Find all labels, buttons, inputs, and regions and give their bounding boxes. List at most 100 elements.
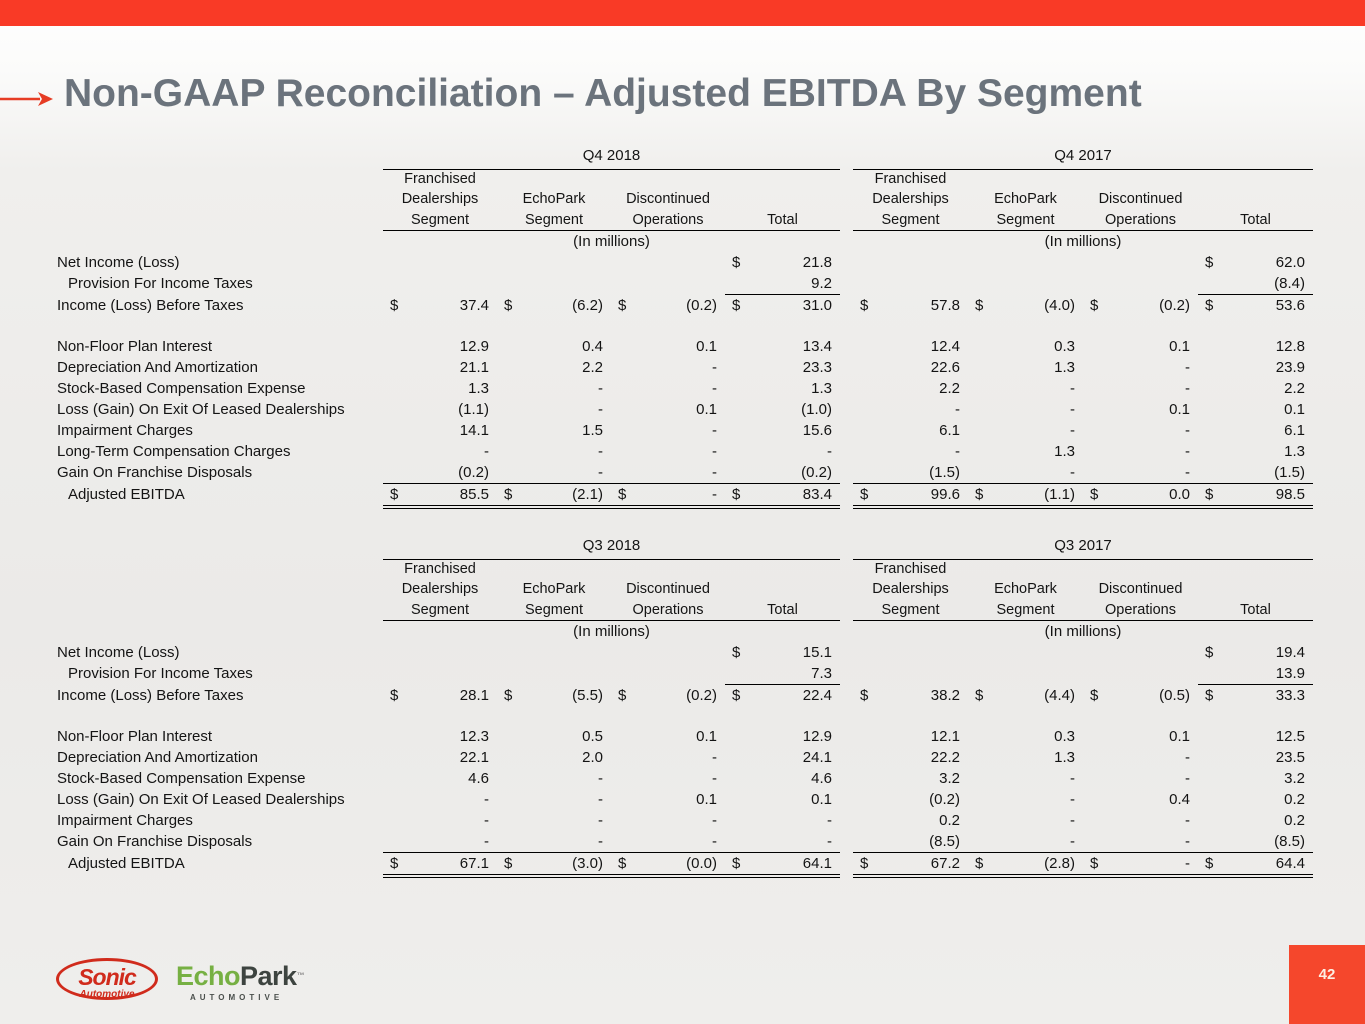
cell-value: (1.5): [929, 464, 960, 481]
cell-value: (0.2): [686, 297, 717, 314]
cell-value: 2.2: [1284, 380, 1305, 397]
table-cell: 0.1: [1198, 399, 1313, 420]
cell-value: -: [484, 812, 489, 829]
table-cell: -: [968, 831, 1083, 853]
column-header: EchoPark Segment: [968, 560, 1083, 621]
column-header: Discontinued Operations: [1083, 560, 1198, 621]
table-cell: $64.4: [1198, 853, 1313, 878]
cell-value: (0.2): [458, 464, 489, 481]
column-gap: [840, 768, 853, 789]
cell-value: -: [1070, 401, 1075, 418]
table-cell: [968, 663, 1083, 684]
table-cell: $ (4.4): [968, 685, 1083, 706]
dollar-sign: $: [1205, 687, 1214, 704]
spacer: [55, 170, 383, 230]
cell-value: 0.1: [696, 791, 717, 808]
dollar-sign: $: [860, 855, 869, 872]
cell-value: 12.9: [802, 728, 832, 745]
millions-note: (In millions): [1044, 233, 1122, 250]
cell-value: 6.1: [939, 422, 960, 439]
column-gap: [840, 663, 853, 684]
table-cell: -: [497, 399, 611, 420]
table-cell: -: [611, 462, 725, 484]
table-cell: 13.9: [1198, 663, 1313, 685]
cell-value: -: [598, 380, 603, 397]
quarter-title: Q4 2017: [853, 145, 1313, 170]
table-cell: $22.4: [725, 685, 840, 706]
cell-value: (0.0): [686, 855, 717, 872]
table-cell: -: [968, 789, 1083, 810]
top-accent-bar: [0, 0, 1365, 26]
cell-value: 1.3: [468, 380, 489, 397]
column-gap: [840, 357, 853, 378]
column-gap: [840, 535, 853, 559]
table-cell: $ (5.5): [497, 685, 611, 706]
table-cell: 1.3: [725, 378, 840, 399]
cell-value: 1.3: [1054, 443, 1075, 460]
cell-value: 0.0: [1169, 486, 1190, 503]
column-header: EchoPark Segment: [497, 560, 611, 621]
cell-value: 12.8: [1275, 338, 1305, 355]
table-cell: [611, 252, 725, 273]
cell-value: 0.2: [1284, 812, 1305, 829]
column-header: Franchised Dealerships Segment: [383, 560, 497, 621]
cell-value: 0.1: [696, 338, 717, 355]
cell-value: -: [1185, 422, 1190, 439]
cell-value: 4.6: [811, 770, 832, 787]
cell-value: 23.9: [1275, 359, 1305, 376]
dollar-sign: $: [390, 486, 399, 503]
cell-value: 22.4: [802, 687, 832, 704]
table-cell: (8.4): [1198, 273, 1313, 295]
table-cell: $ -: [611, 484, 725, 509]
cell-value: 12.9: [459, 338, 489, 355]
dollar-sign: $: [732, 687, 741, 704]
table-cell: -: [497, 768, 611, 789]
cell-value: (0.2): [686, 687, 717, 704]
table-cell: -: [1083, 420, 1198, 441]
column-header: Discontinued Operations: [1083, 170, 1198, 231]
column-gap: [840, 252, 853, 273]
column-gap: [840, 726, 853, 747]
table-cell: $ (1.1): [968, 484, 1083, 509]
table-cell: $0.0: [1083, 484, 1198, 509]
cell-value: 85.5: [459, 486, 489, 503]
column-gap: [840, 145, 853, 169]
table-cell: 23.3: [725, 357, 840, 378]
table-cell: $85.5: [383, 484, 497, 509]
cell-value: 24.1: [802, 749, 832, 766]
sonic-logo-subtext: Automotive: [79, 989, 135, 1000]
column-gap: [840, 441, 853, 462]
column-gap: [840, 462, 853, 483]
column-header: Total: [1198, 170, 1313, 231]
echopark-word-dark: Park: [240, 961, 297, 991]
dollar-sign: $: [504, 855, 513, 872]
table-cell: $ (2.8): [968, 853, 1083, 878]
column-header: Total: [725, 560, 840, 621]
table-cell: 24.1: [725, 747, 840, 768]
table-cell: 1.3: [1198, 441, 1313, 462]
cell-value: -: [1185, 833, 1190, 850]
row-label: Depreciation And Amortization: [57, 359, 258, 376]
table-cell: [383, 663, 497, 684]
cell-value: -: [1070, 812, 1075, 829]
table-cell: [853, 663, 968, 684]
cell-value: 4.6: [468, 770, 489, 787]
cell-value: -: [712, 380, 717, 397]
cell-value: 0.1: [696, 728, 717, 745]
row-label: Loss (Gain) On Exit Of Leased Dealership…: [57, 791, 345, 808]
dollar-sign: $: [975, 297, 984, 314]
table-cell: -: [1083, 357, 1198, 378]
quarter-title: Q3 2017: [853, 535, 1313, 560]
dollar-sign: $: [975, 855, 984, 872]
dollar-sign: $: [1090, 855, 1099, 872]
spacer: [55, 535, 383, 559]
column-header: Franchised Dealerships Segment: [853, 170, 968, 231]
cell-value: -: [1070, 464, 1075, 481]
table-cell: [611, 642, 725, 663]
table-cell: $21.8: [725, 252, 840, 273]
table-cell: -: [968, 399, 1083, 420]
cell-value: 12.4: [930, 338, 960, 355]
column-gap: [840, 231, 853, 252]
table-cell: 1.3: [968, 441, 1083, 462]
